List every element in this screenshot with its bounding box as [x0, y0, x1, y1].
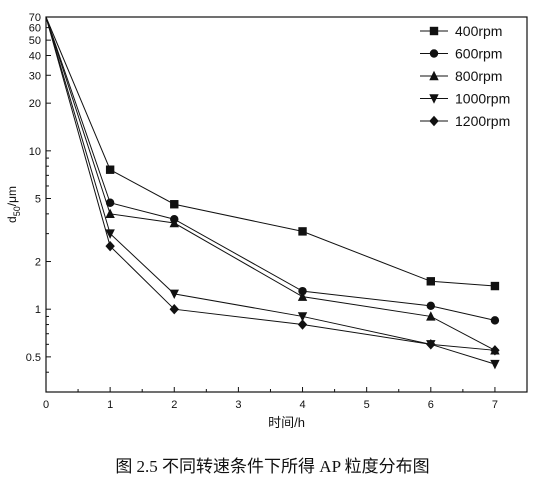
data-point	[169, 303, 179, 315]
y-tick-label: 10	[29, 146, 41, 158]
legend-label: 800rpm	[455, 68, 502, 84]
plot-frame	[45, 16, 528, 393]
data-point	[426, 301, 435, 311]
legend-marker	[429, 94, 439, 104]
data-point	[298, 286, 307, 296]
x-tick-label: 5	[364, 399, 370, 411]
series-1200rpm	[45, 16, 500, 356]
series-line	[45, 16, 496, 351]
y-tick-label: 2	[35, 257, 41, 269]
x-tick-label: 6	[428, 399, 434, 411]
y-tick-label: 40	[29, 50, 41, 62]
x-tick-label: 2	[171, 399, 177, 411]
y-tick-label: 60	[29, 23, 41, 35]
y-tick-label: 70	[29, 12, 41, 24]
x-tick-label: 4	[299, 399, 305, 411]
data-point	[426, 277, 435, 286]
data-point	[105, 198, 115, 207]
data-point	[298, 227, 307, 236]
data-point	[169, 289, 179, 300]
series-line	[45, 16, 496, 365]
series-400rpm	[45, 16, 500, 291]
data-point	[297, 291, 308, 301]
data-point	[169, 217, 179, 228]
legend-label: 400rpm	[455, 23, 502, 39]
data-point	[105, 240, 115, 252]
data-point	[297, 319, 308, 330]
y-tick-label: 5	[35, 194, 41, 206]
legend-label: 600rpm	[455, 46, 502, 62]
data-point	[105, 165, 115, 174]
series-600rpm	[45, 16, 500, 325]
legend-label: 1000rpm	[455, 91, 510, 107]
legend-marker	[429, 49, 439, 58]
data-point	[105, 229, 115, 239]
legend-marker	[429, 26, 439, 36]
data-point	[490, 316, 500, 325]
series-line	[45, 16, 495, 287]
data-point	[490, 345, 500, 356]
series-line	[45, 16, 496, 321]
y-tick-label: 30	[29, 70, 41, 82]
y-tick-label: 20	[29, 98, 41, 110]
legend-label: 1200rpm	[455, 113, 510, 129]
y-tick-label: 50	[29, 35, 41, 47]
data-point	[297, 312, 308, 322]
x-tick-label: 3	[235, 399, 241, 411]
x-axis-label: 时间/h	[268, 415, 305, 430]
x-tick-label: 7	[492, 399, 498, 411]
legend-marker	[429, 115, 439, 127]
data-point	[426, 339, 436, 350]
data-point	[490, 281, 500, 291]
y-tick-label: 1	[35, 304, 41, 316]
chart-legend: 400rpm 600rpm 800rpm 1000rpm 1200rpm	[420, 23, 510, 129]
data-point	[105, 208, 115, 219]
series-line	[45, 16, 495, 351]
data-point	[426, 311, 436, 321]
y-tick-label: 0.5	[26, 352, 41, 364]
figure-caption: 图 2.5 不同转速条件下所得 AP 粒度分布图	[115, 457, 430, 476]
x-tick-label: 0	[43, 399, 49, 411]
y-axis-label: d50/μm	[5, 186, 22, 223]
chart-series	[45, 16, 500, 370]
data-point	[170, 200, 179, 209]
data-point	[490, 359, 500, 370]
legend-marker	[429, 70, 439, 81]
x-tick-label: 1	[107, 399, 113, 411]
